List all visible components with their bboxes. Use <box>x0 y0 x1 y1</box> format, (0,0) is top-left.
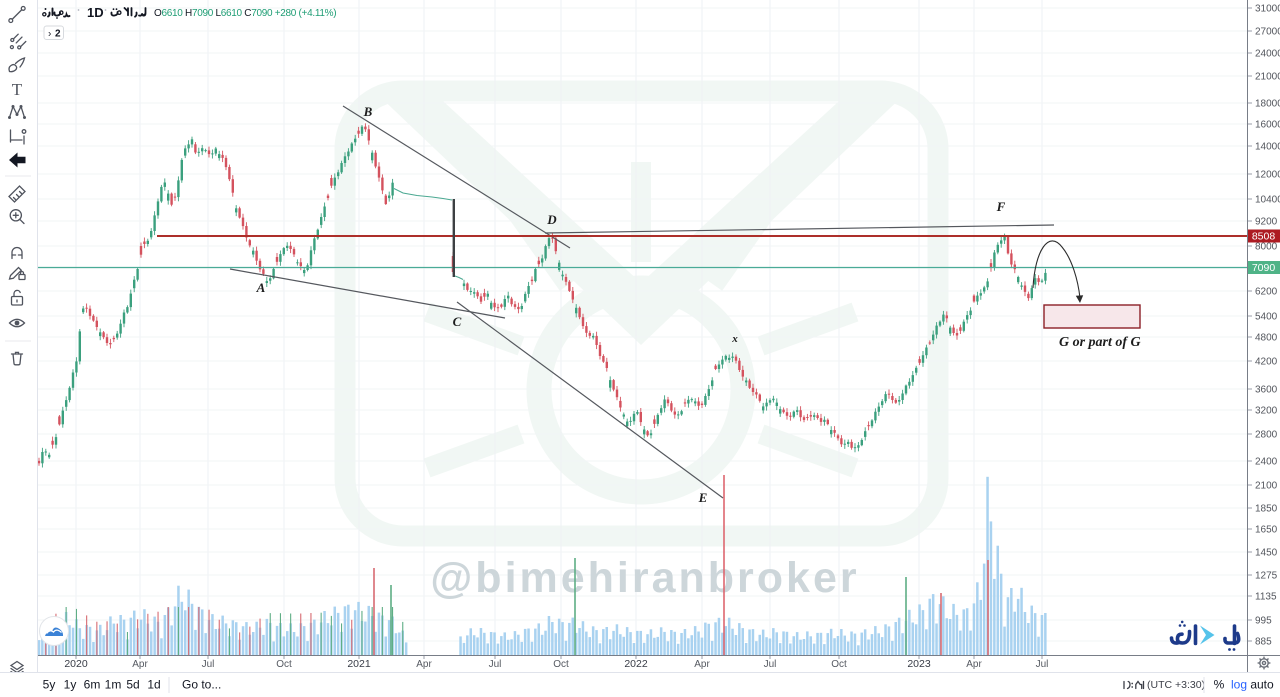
svg-text:2: 2 <box>55 29 61 40</box>
svg-text:2100: 2100 <box>1255 481 1278 492</box>
svg-text:x: x <box>731 333 738 345</box>
svg-text:2021: 2021 <box>347 658 371 670</box>
svg-text:2400: 2400 <box>1255 457 1278 468</box>
svg-text:27000: 27000 <box>1255 27 1280 38</box>
svg-text:F: F <box>996 199 1006 214</box>
svg-text:D: D <box>546 212 557 227</box>
svg-text:24000: 24000 <box>1255 49 1280 60</box>
svg-text:2020: 2020 <box>64 658 88 670</box>
svg-text:6200: 6200 <box>1255 287 1278 298</box>
svg-text:Oct: Oct <box>831 659 847 670</box>
svg-text:10400: 10400 <box>1255 195 1280 206</box>
svg-text:1650: 1650 <box>1255 525 1278 536</box>
svg-text:Apr: Apr <box>694 659 710 670</box>
svg-text:4200: 4200 <box>1255 357 1278 368</box>
svg-text:4800: 4800 <box>1255 333 1278 344</box>
svg-text:Jul: Jul <box>1036 659 1049 670</box>
svg-text:Jul: Jul <box>489 659 502 670</box>
svg-text:@bimehiranbroker: @bimehiranbroker <box>430 554 859 602</box>
svg-text:Apr: Apr <box>966 659 982 670</box>
svg-text:Apr: Apr <box>416 659 432 670</box>
svg-text:1850: 1850 <box>1255 504 1278 515</box>
svg-text:6m: 6m <box>84 678 101 692</box>
svg-text:auto: auto <box>1250 678 1274 692</box>
svg-text:3600: 3600 <box>1255 385 1278 396</box>
svg-text:1D: 1D <box>87 5 104 20</box>
svg-text:12000: 12000 <box>1255 170 1280 181</box>
svg-text:(UTC +3:30): (UTC +3:30) <box>1147 679 1205 691</box>
svg-text:O6610 H7090 L6610 C7090 +2: O6610 H7090 L6610 C7090 +280 (+4.11%) <box>154 8 336 19</box>
svg-text:1y: 1y <box>64 678 77 692</box>
svg-text:Apr: Apr <box>132 659 148 670</box>
svg-text:Jul: Jul <box>202 659 215 670</box>
svg-text:2800: 2800 <box>1255 430 1278 441</box>
svg-text:5y: 5y <box>43 678 56 692</box>
svg-text:E: E <box>698 490 708 505</box>
svg-text:log: log <box>1231 678 1247 692</box>
svg-text:5400: 5400 <box>1255 312 1278 323</box>
svg-text:Jul: Jul <box>764 659 777 670</box>
svg-text:G or part of G: G or part of G <box>1059 335 1141 350</box>
svg-text:18000: 18000 <box>1255 99 1280 110</box>
svg-text:995: 995 <box>1255 616 1272 627</box>
svg-text:1275: 1275 <box>1255 571 1278 582</box>
svg-text:2023: 2023 <box>907 658 931 670</box>
svg-text:21000: 21000 <box>1255 72 1280 83</box>
svg-text:7090: 7090 <box>1252 262 1276 274</box>
svg-text:8508: 8508 <box>1252 231 1276 243</box>
svg-text:8000: 8000 <box>1255 242 1278 253</box>
svg-text:14000: 14000 <box>1255 142 1280 153</box>
svg-text:1d: 1d <box>147 678 160 692</box>
svg-text:›: › <box>48 29 51 40</box>
svg-text:9200: 9200 <box>1255 217 1278 228</box>
svg-text:B: B <box>363 104 373 119</box>
svg-text:16000: 16000 <box>1255 120 1280 131</box>
svg-text:%: % <box>1214 678 1225 692</box>
svg-text:A: A <box>256 280 266 295</box>
svg-text:2022: 2022 <box>624 658 648 670</box>
svg-text:31000: 31000 <box>1255 4 1280 15</box>
svg-text:1135: 1135 <box>1255 592 1277 603</box>
svg-text:Oct: Oct <box>553 659 569 670</box>
svg-text:Oct: Oct <box>276 659 292 670</box>
svg-text:1m: 1m <box>105 678 122 692</box>
svg-text:1450: 1450 <box>1255 548 1278 559</box>
svg-text:T: T <box>12 80 23 99</box>
svg-text:3200: 3200 <box>1255 406 1278 417</box>
svg-text:C: C <box>453 314 462 329</box>
svg-text:Go to...: Go to... <box>182 678 221 692</box>
svg-text:5d: 5d <box>126 678 139 692</box>
svg-text:885: 885 <box>1255 637 1272 648</box>
